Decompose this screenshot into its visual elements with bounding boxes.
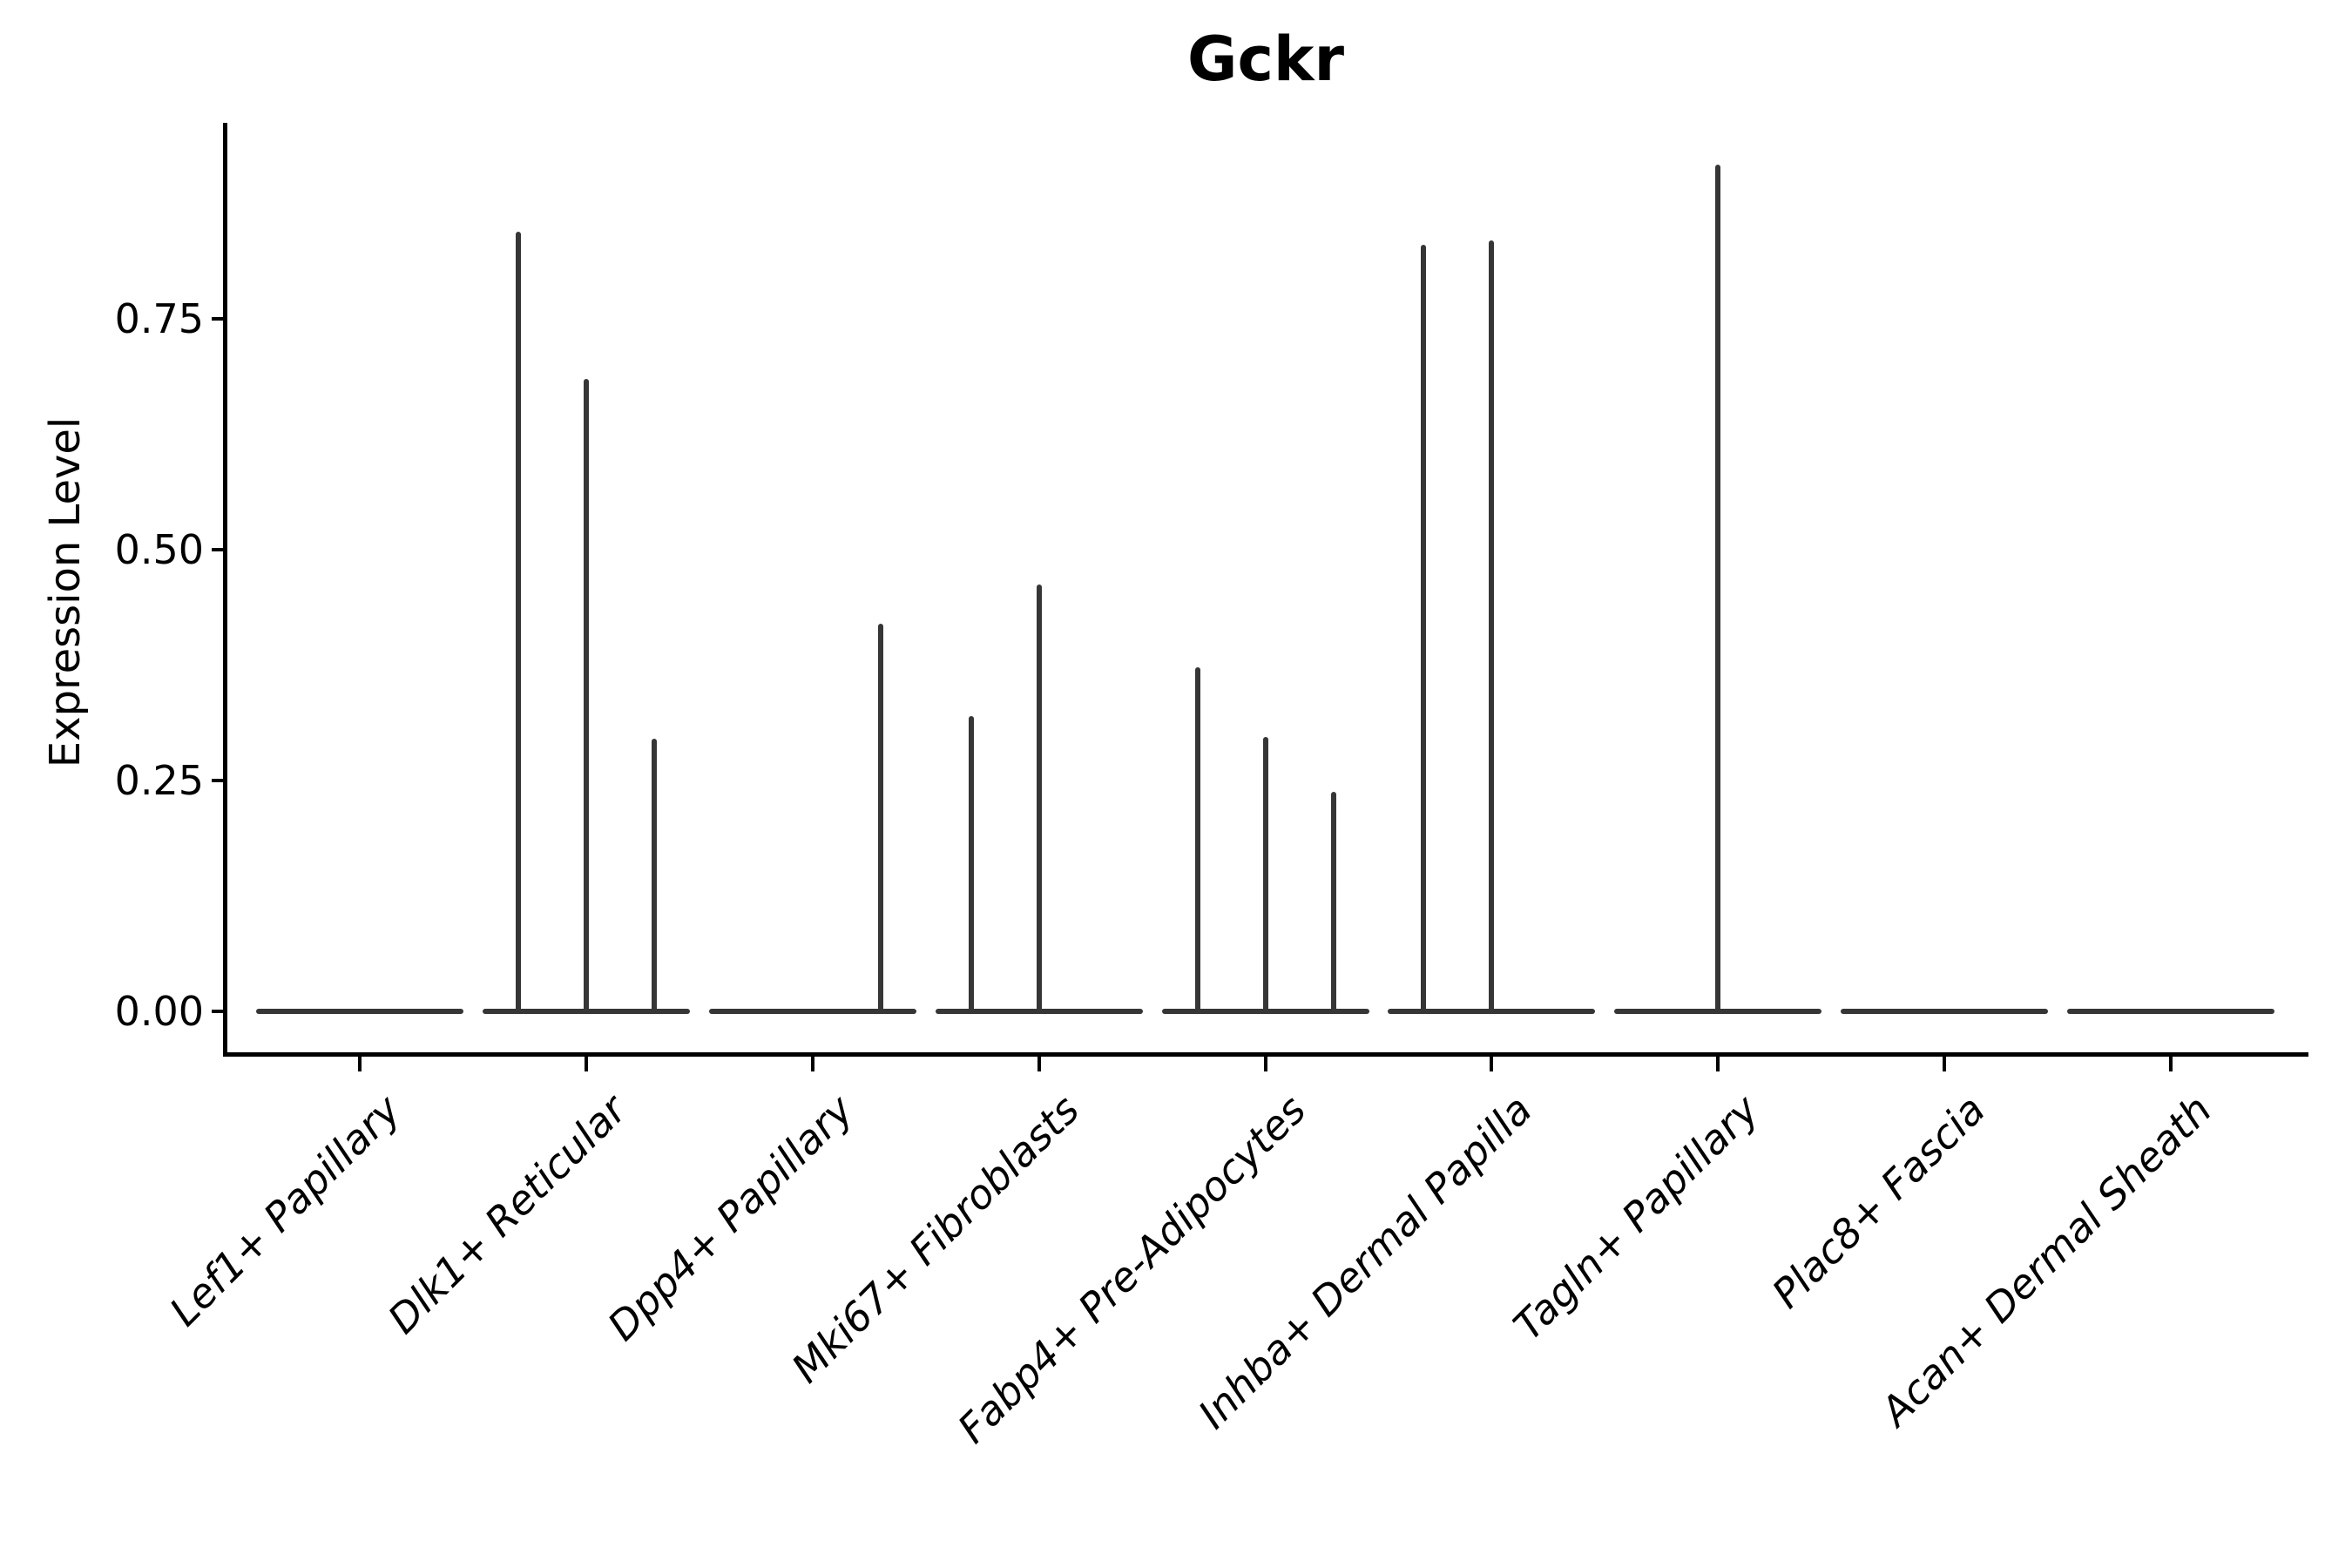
x-tick-mark (1263, 1057, 1267, 1071)
violin-baseline (1841, 1009, 2049, 1014)
y-tick-mark (212, 1010, 223, 1013)
y-tick-label: 0.25 (114, 757, 204, 804)
x-tick-mark (810, 1057, 814, 1071)
violin-spike (1036, 585, 1042, 1014)
violin-spike (1194, 666, 1200, 1014)
violin-spike (1421, 245, 1427, 1014)
violin-spike (651, 739, 657, 1014)
y-tick-label: 0.75 (114, 295, 204, 342)
y-tick-label: 0.50 (114, 526, 204, 573)
x-tick-mark (358, 1057, 362, 1071)
violin-baseline (256, 1009, 463, 1014)
violin-spike (968, 715, 974, 1014)
violin-spike (877, 623, 883, 1014)
x-tick-mark (2169, 1057, 2173, 1071)
violin-spike (1489, 240, 1495, 1014)
violin-spike (1262, 737, 1268, 1014)
x-tick-label: Lef1+ Papillary (159, 1085, 409, 1335)
y-tick-label: 0.00 (114, 988, 204, 1035)
x-tick-label: Plac8+ Fascia (1762, 1085, 1994, 1317)
x-axis-spine (223, 1052, 2308, 1057)
chart-title: Gckr (1186, 24, 1345, 95)
x-tick-mark (1716, 1057, 1720, 1071)
y-axis-spine (223, 123, 227, 1057)
violin-spike (1330, 791, 1336, 1014)
y-tick-mark (212, 548, 223, 551)
y-axis-label: Expression Level (41, 416, 90, 768)
x-tick-mark (1943, 1057, 1947, 1071)
violin-baseline (2067, 1009, 2274, 1014)
violin-spike (1715, 164, 1721, 1014)
x-tick-label: Dlk1+ Reticular (379, 1085, 636, 1343)
violin-spike (583, 378, 589, 1014)
x-tick-label: Dpp4+ Papillary (598, 1085, 862, 1350)
violin-baseline (708, 1009, 916, 1014)
x-tick-mark (1037, 1057, 1041, 1071)
y-tick-mark (212, 317, 223, 321)
y-tick-mark (212, 779, 223, 782)
x-tick-mark (584, 1057, 588, 1071)
x-tick-label: Tagln+ Papillary (1504, 1085, 1768, 1349)
violin-spike (515, 232, 521, 1014)
x-tick-mark (1490, 1057, 1494, 1071)
